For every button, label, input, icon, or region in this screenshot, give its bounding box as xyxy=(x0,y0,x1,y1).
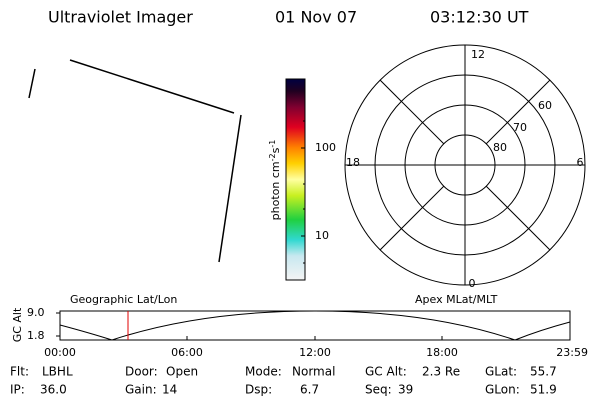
x-tick-label: 00:00 xyxy=(44,346,76,359)
status-label: IP: xyxy=(10,383,25,397)
mlt-label: 12 xyxy=(471,48,485,61)
status-value: 55.7 xyxy=(530,365,557,379)
status-label: Door: xyxy=(125,365,158,379)
status-label: Gain: xyxy=(125,383,157,397)
status-label: GC Alt: xyxy=(365,365,407,379)
lat-label: 80 xyxy=(493,141,507,154)
colorbar-ticks xyxy=(301,120,305,264)
status-value: Normal xyxy=(292,365,335,379)
status-value: 14 xyxy=(162,383,177,397)
colorbar xyxy=(285,78,306,281)
date: 01 Nov 07 xyxy=(275,8,357,27)
status-label: GLat: xyxy=(485,365,517,379)
status-value: 2.3 Re xyxy=(422,365,460,379)
orbit-ticks xyxy=(56,312,443,340)
status-value: 36.0 xyxy=(40,383,67,397)
status-label: Seq: xyxy=(365,383,392,397)
mlt-label: 18 xyxy=(346,156,360,169)
colorbar-tick: 100 xyxy=(315,141,336,154)
title: Ultraviolet Imager xyxy=(48,8,193,27)
orbit-panel xyxy=(59,310,571,341)
image-outline xyxy=(28,59,242,263)
colorbar-label: photon cm-2s-1 xyxy=(268,140,283,221)
status-value: Open xyxy=(166,365,198,379)
x-tick-label: 06:00 xyxy=(171,346,203,359)
panel-title: Apex MLat/MLT xyxy=(415,293,498,306)
mlt-label: 6 xyxy=(577,156,584,169)
status-label: Flt: xyxy=(10,365,29,379)
status-value: 39 xyxy=(398,383,413,397)
polar-grid xyxy=(344,44,586,286)
status-value: 6.7 xyxy=(300,383,319,397)
y-tick-label: 9.0 xyxy=(27,306,45,319)
status-label: GLon: xyxy=(485,383,520,397)
mlt-label: 0 xyxy=(469,277,476,290)
panel-title: Geographic Lat/Lon xyxy=(70,293,177,306)
axis-label: GC Alt xyxy=(11,307,24,342)
x-tick-label: 12:00 xyxy=(299,346,331,359)
status-value: LBHL xyxy=(42,365,73,379)
status-value: 51.9 xyxy=(530,383,557,397)
lat-label: 70 xyxy=(513,121,527,134)
y-tick-label: 1.8 xyxy=(27,329,45,342)
time: 03:12:30 UT xyxy=(430,8,529,27)
x-tick-label: 23:59 xyxy=(556,346,588,359)
status-label: Mode: xyxy=(245,365,282,379)
colorbar-tick: 10 xyxy=(315,229,329,242)
status-label: Dsp: xyxy=(245,383,272,397)
lat-label: 60 xyxy=(538,99,552,112)
x-tick-label: 18:00 xyxy=(426,346,458,359)
altitude-curve xyxy=(59,310,571,341)
